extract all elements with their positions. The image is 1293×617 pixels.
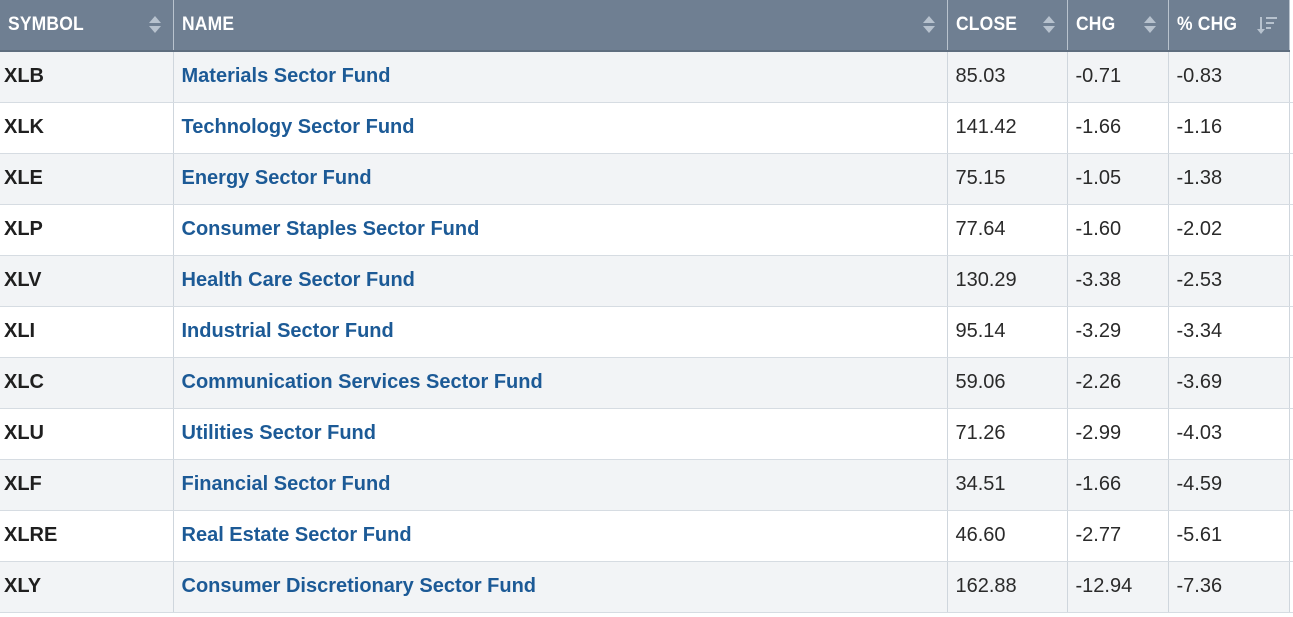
pct-chg-cell: -1.38	[1168, 153, 1290, 205]
row-edge	[1288, 51, 1293, 103]
column-header-label: SYMBOL	[8, 14, 84, 35]
symbol-cell: XLC	[0, 357, 174, 409]
fund-name-link[interactable]: Real Estate Sector Fund	[173, 510, 948, 562]
symbol-cell: XLI	[0, 306, 174, 358]
sort-both-icon	[1042, 15, 1055, 35]
row-edge	[1288, 408, 1293, 460]
row-edge	[1288, 510, 1293, 562]
close-cell: 34.51	[947, 459, 1068, 511]
table-row[interactable]: XLI Industrial Sector Fund 95.14 -3.29 -3.34	[0, 306, 1293, 358]
fund-name-link[interactable]: Consumer Staples Sector Fund	[173, 204, 948, 256]
column-header-label: NAME	[181, 14, 234, 35]
table-row[interactable]: XLF Financial Sector Fund 34.51 -1.66 -4.59	[0, 459, 1293, 511]
symbol-cell: XLP	[0, 204, 174, 256]
pct-chg-cell: -5.61	[1168, 510, 1290, 562]
chg-cell: -1.66	[1067, 459, 1169, 511]
chg-cell: -3.29	[1067, 306, 1169, 358]
close-cell: 77.64	[947, 204, 1068, 256]
table-row[interactable]: XLY Consumer Discretionary Sector Fund 162…	[0, 561, 1293, 613]
row-edge	[1288, 561, 1293, 613]
column-header-symbol[interactable]: SYMBOL	[0, 0, 174, 52]
fund-name-link[interactable]: Communication Services Sector Fund	[173, 357, 948, 409]
table-header: SYMBOL NAME CLOSE CHG % CHG	[0, 0, 1293, 52]
row-edge	[1288, 204, 1293, 256]
table-row[interactable]: XLRE Real Estate Sector Fund 46.60 -2.77 -5.…	[0, 510, 1293, 562]
close-cell: 141.42	[947, 102, 1068, 154]
fund-name-link[interactable]: Technology Sector Fund	[173, 102, 948, 154]
close-cell: 71.26	[947, 408, 1068, 460]
pct-chg-cell: -7.36	[1168, 561, 1290, 613]
pct-chg-cell: -0.83	[1168, 51, 1290, 103]
table-row[interactable]: XLB Materials Sector Fund 85.03 -0.71 -0.83	[0, 51, 1293, 103]
sort-both-icon	[1143, 15, 1156, 35]
chg-cell: -3.38	[1067, 255, 1169, 307]
pct-chg-cell: -1.16	[1168, 102, 1290, 154]
fund-name-link[interactable]: Materials Sector Fund	[173, 51, 948, 103]
column-header-label: % CHG	[1176, 14, 1237, 35]
pct-chg-cell: -3.69	[1168, 357, 1290, 409]
symbol-cell: XLRE	[0, 510, 174, 562]
close-cell: 46.60	[947, 510, 1068, 562]
symbol-cell: XLV	[0, 255, 174, 307]
chg-cell: -1.60	[1067, 204, 1169, 256]
fund-name-link[interactable]: Consumer Discretionary Sector Fund	[173, 561, 948, 613]
chg-cell: -2.77	[1067, 510, 1169, 562]
sort-both-icon	[922, 15, 935, 35]
close-cell: 162.88	[947, 561, 1068, 613]
column-header-label: CHG	[1075, 14, 1115, 35]
pct-chg-cell: -3.34	[1168, 306, 1290, 358]
symbol-cell: XLY	[0, 561, 174, 613]
table-row[interactable]: XLC Communication Services Sector Fund 59.…	[0, 357, 1293, 409]
column-header-label: CLOSE	[955, 14, 1017, 35]
table-row[interactable]: XLV Health Care Sector Fund 130.29 -3.38 -2.…	[0, 255, 1293, 307]
chg-cell: -1.66	[1067, 102, 1169, 154]
pct-chg-cell: -2.53	[1168, 255, 1290, 307]
fund-name-link[interactable]: Utilities Sector Fund	[173, 408, 948, 460]
symbol-cell: XLK	[0, 102, 174, 154]
chg-cell: -12.94	[1067, 561, 1169, 613]
chg-cell: -2.26	[1067, 357, 1169, 409]
fund-name-link[interactable]: Financial Sector Fund	[173, 459, 948, 511]
pct-chg-cell: -4.03	[1168, 408, 1290, 460]
header-edge	[1288, 0, 1293, 51]
table-row[interactable]: XLK Technology Sector Fund 141.42 -1.66 -1.1…	[0, 102, 1293, 154]
table-body: XLB Materials Sector Fund 85.03 -0.71 -0.83 X…	[0, 51, 1293, 613]
chg-cell: -2.99	[1067, 408, 1169, 460]
row-edge	[1288, 255, 1293, 307]
chg-cell: -0.71	[1067, 51, 1169, 103]
table-row[interactable]: XLP Consumer Staples Sector Fund 77.64 -1.6…	[0, 204, 1293, 256]
column-header-name[interactable]: NAME	[173, 0, 948, 52]
column-header-chg[interactable]: CHG	[1067, 0, 1169, 52]
symbol-cell: XLF	[0, 459, 174, 511]
row-edge	[1288, 306, 1293, 358]
symbol-cell: XLB	[0, 51, 174, 103]
close-cell: 85.03	[947, 51, 1068, 103]
fund-name-link[interactable]: Energy Sector Fund	[173, 153, 948, 205]
close-cell: 130.29	[947, 255, 1068, 307]
close-cell: 75.15	[947, 153, 1068, 205]
row-edge	[1288, 459, 1293, 511]
table-row[interactable]: XLU Utilities Sector Fund 71.26 -2.99 -4.03	[0, 408, 1293, 460]
symbol-cell: XLU	[0, 408, 174, 460]
symbol-cell: XLE	[0, 153, 174, 205]
sort-descending-icon	[1256, 15, 1279, 35]
chg-cell: -1.05	[1067, 153, 1169, 205]
close-cell: 59.06	[947, 357, 1068, 409]
row-edge	[1288, 357, 1293, 409]
pct-chg-cell: -2.02	[1168, 204, 1290, 256]
column-header-close[interactable]: CLOSE	[947, 0, 1068, 52]
column-header-pct-chg[interactable]: % CHG	[1168, 0, 1290, 52]
fund-name-link[interactable]: Industrial Sector Fund	[173, 306, 948, 358]
sort-both-icon	[148, 15, 161, 35]
table-row[interactable]: XLE Energy Sector Fund 75.15 -1.05 -1.38	[0, 153, 1293, 205]
row-edge	[1288, 153, 1293, 205]
row-edge	[1288, 102, 1293, 154]
fund-name-link[interactable]: Health Care Sector Fund	[173, 255, 948, 307]
pct-chg-cell: -4.59	[1168, 459, 1290, 511]
close-cell: 95.14	[947, 306, 1068, 358]
